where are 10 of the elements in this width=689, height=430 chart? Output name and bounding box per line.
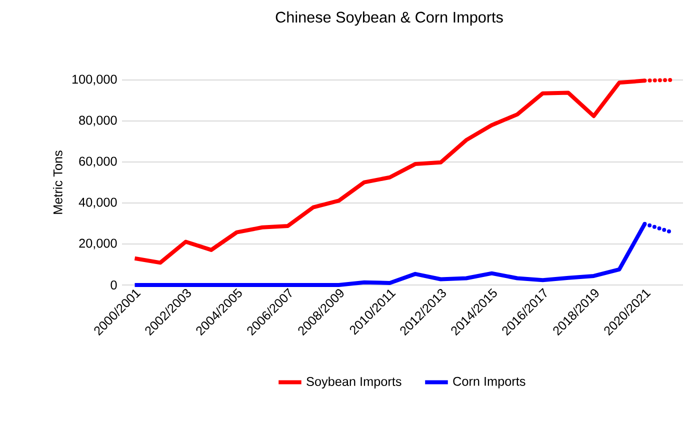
y-tick-label: 20,000 bbox=[79, 238, 117, 250]
y-tick-label: 100,000 bbox=[72, 74, 117, 86]
legend-label: Soybean Imports bbox=[306, 376, 402, 389]
y-tick-label: 60,000 bbox=[79, 156, 117, 168]
legend-label: Corn Imports bbox=[453, 376, 526, 388]
y-tick-label: 40,000 bbox=[78, 198, 117, 208]
y-tick-label: 80,000 bbox=[79, 116, 117, 126]
y-tick-label: 0 bbox=[110, 280, 117, 290]
y-axis-title: Metric Tons bbox=[53, 150, 62, 214]
chart-title: Chinese Soybean & Corn Imports bbox=[276, 11, 503, 26]
